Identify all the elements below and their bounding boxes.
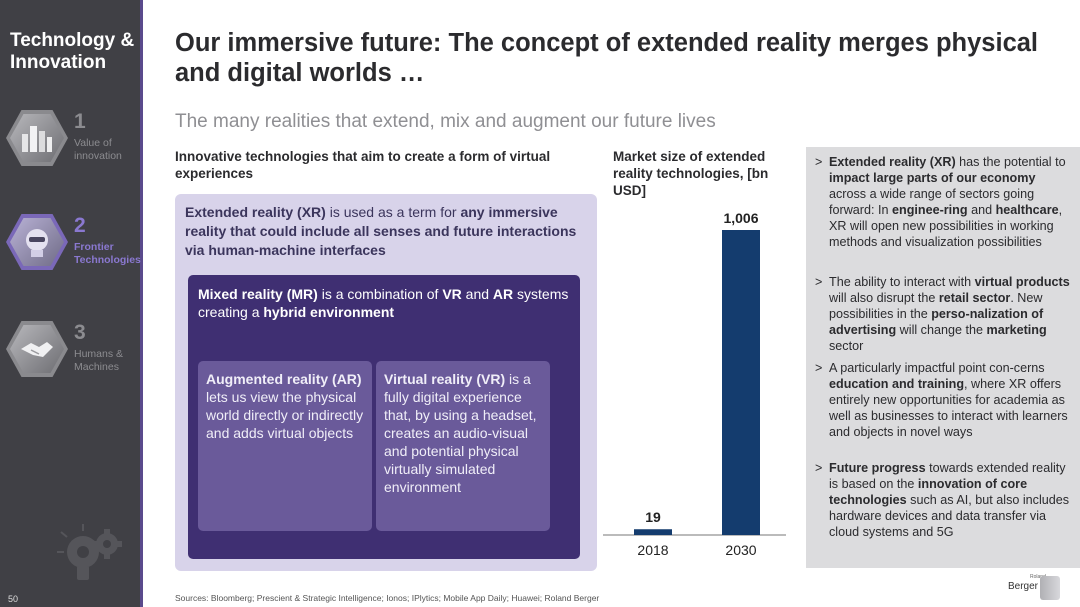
bullet-item: > A particularly impactful point con-cern… xyxy=(815,360,1073,440)
sidebar-item-number: 1 xyxy=(74,110,86,133)
sidebar-item-number: 2 xyxy=(74,214,86,237)
sidebar-title-line2: Innovation xyxy=(10,52,107,73)
sidebar-title-line1: Technology & xyxy=(10,30,135,51)
bullet-marker: > xyxy=(815,155,823,169)
bullet-text: The ability to interact with virtual pro… xyxy=(829,275,1070,353)
value-label-2018: 19 xyxy=(645,509,661,525)
mr-description: Mixed reality (MR) is a combination of V… xyxy=(198,286,569,320)
ar-box: Augmented reality (AR) lets us view the … xyxy=(198,361,372,531)
page-title: Our immersive future: The concept of ext… xyxy=(175,29,1039,87)
bullet-text: A particularly impactful point con-cerns… xyxy=(829,361,1068,439)
bullet-marker: > xyxy=(815,275,823,289)
sidebar-item-frontier-technologies[interactable]: 2 Frontier Technologies xyxy=(6,214,143,284)
robot-head-icon xyxy=(26,229,48,257)
bullet-item: > Extended reality (XR) has the potential… xyxy=(815,154,1073,250)
page-subtitle: The many realities that extend, mix and … xyxy=(175,111,716,132)
sidebar-item-humans-machines[interactable]: 3 Humans & Machines xyxy=(6,321,143,391)
sidebar-title: Technology & Innovation xyxy=(10,30,134,74)
technologies-heading: Innovative technologies that aim to crea… xyxy=(175,149,551,181)
bullet-item: > Future progress towards extended realit… xyxy=(815,460,1073,540)
hex-frame xyxy=(6,110,68,166)
category-label-2030: 2030 xyxy=(725,542,756,558)
logo-mark xyxy=(1040,576,1060,600)
roland-berger-logo: Roland Berger xyxy=(1002,574,1062,602)
sidebar-item-label: Humans & Machines xyxy=(74,348,124,373)
bar-2030 xyxy=(722,230,760,535)
market-size-chart: 19 2018 1,006 2030 xyxy=(603,210,786,558)
bullet-marker: > xyxy=(815,461,823,475)
bullet-marker: > xyxy=(815,361,823,375)
sidebar-item-number: 3 xyxy=(74,321,86,344)
category-label-2018: 2018 xyxy=(637,542,668,558)
xr-description: Extended reality (XR) is used as a term … xyxy=(185,204,577,258)
vr-box: Virtual reality (VR) is a fully digital … xyxy=(376,361,550,531)
lightbulb-gear-icon xyxy=(57,524,122,580)
mr-box: Mixed reality (MR) is a combination of V… xyxy=(188,275,580,559)
value-label-2030: 1,006 xyxy=(723,210,758,226)
bullet-panel: > Extended reality (XR) has the potential… xyxy=(806,147,1080,568)
sidebar-item-label: Value of innovation xyxy=(74,137,122,162)
handshake-icon xyxy=(21,342,53,357)
page-number: 50 xyxy=(8,594,19,604)
sidebar-item-label: Frontier Technologies xyxy=(74,241,141,266)
hex-frame xyxy=(6,214,68,270)
bar-2018 xyxy=(634,529,672,535)
bullet-item: > The ability to interact with virtual pr… xyxy=(815,274,1073,354)
bullet-text: Extended reality (XR) has the potential … xyxy=(829,155,1066,249)
bullet-text: Future progress towards extended reality… xyxy=(829,461,1070,539)
sources-note: Sources: Bloomberg; Prescient & Strategi… xyxy=(175,593,600,603)
hex-frame xyxy=(6,321,68,377)
sidebar: Technology & Innovation 1 Value of innov… xyxy=(0,0,143,607)
sidebar-accent-line xyxy=(140,0,143,607)
chart-title: Market size of extended reality technolo… xyxy=(613,149,769,198)
sidebar-item-value-of-innovation[interactable]: 1 Value of innovation xyxy=(6,110,143,180)
cityscape-icon xyxy=(22,126,52,152)
